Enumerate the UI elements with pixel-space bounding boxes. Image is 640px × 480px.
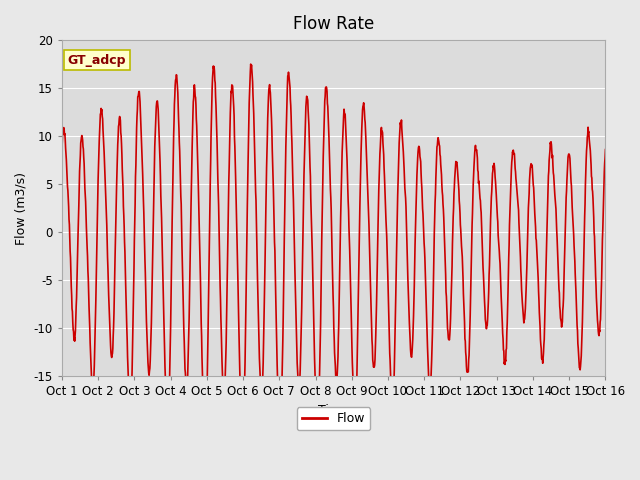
X-axis label: Time: Time [318, 404, 349, 417]
Legend: Flow: Flow [297, 407, 371, 430]
Title: Flow Rate: Flow Rate [293, 15, 374, 33]
Y-axis label: Flow (m3/s): Flow (m3/s) [15, 171, 28, 244]
Text: GT_adcp: GT_adcp [67, 54, 126, 67]
